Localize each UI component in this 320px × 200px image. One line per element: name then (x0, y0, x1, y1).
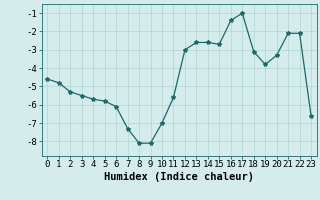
X-axis label: Humidex (Indice chaleur): Humidex (Indice chaleur) (104, 172, 254, 182)
